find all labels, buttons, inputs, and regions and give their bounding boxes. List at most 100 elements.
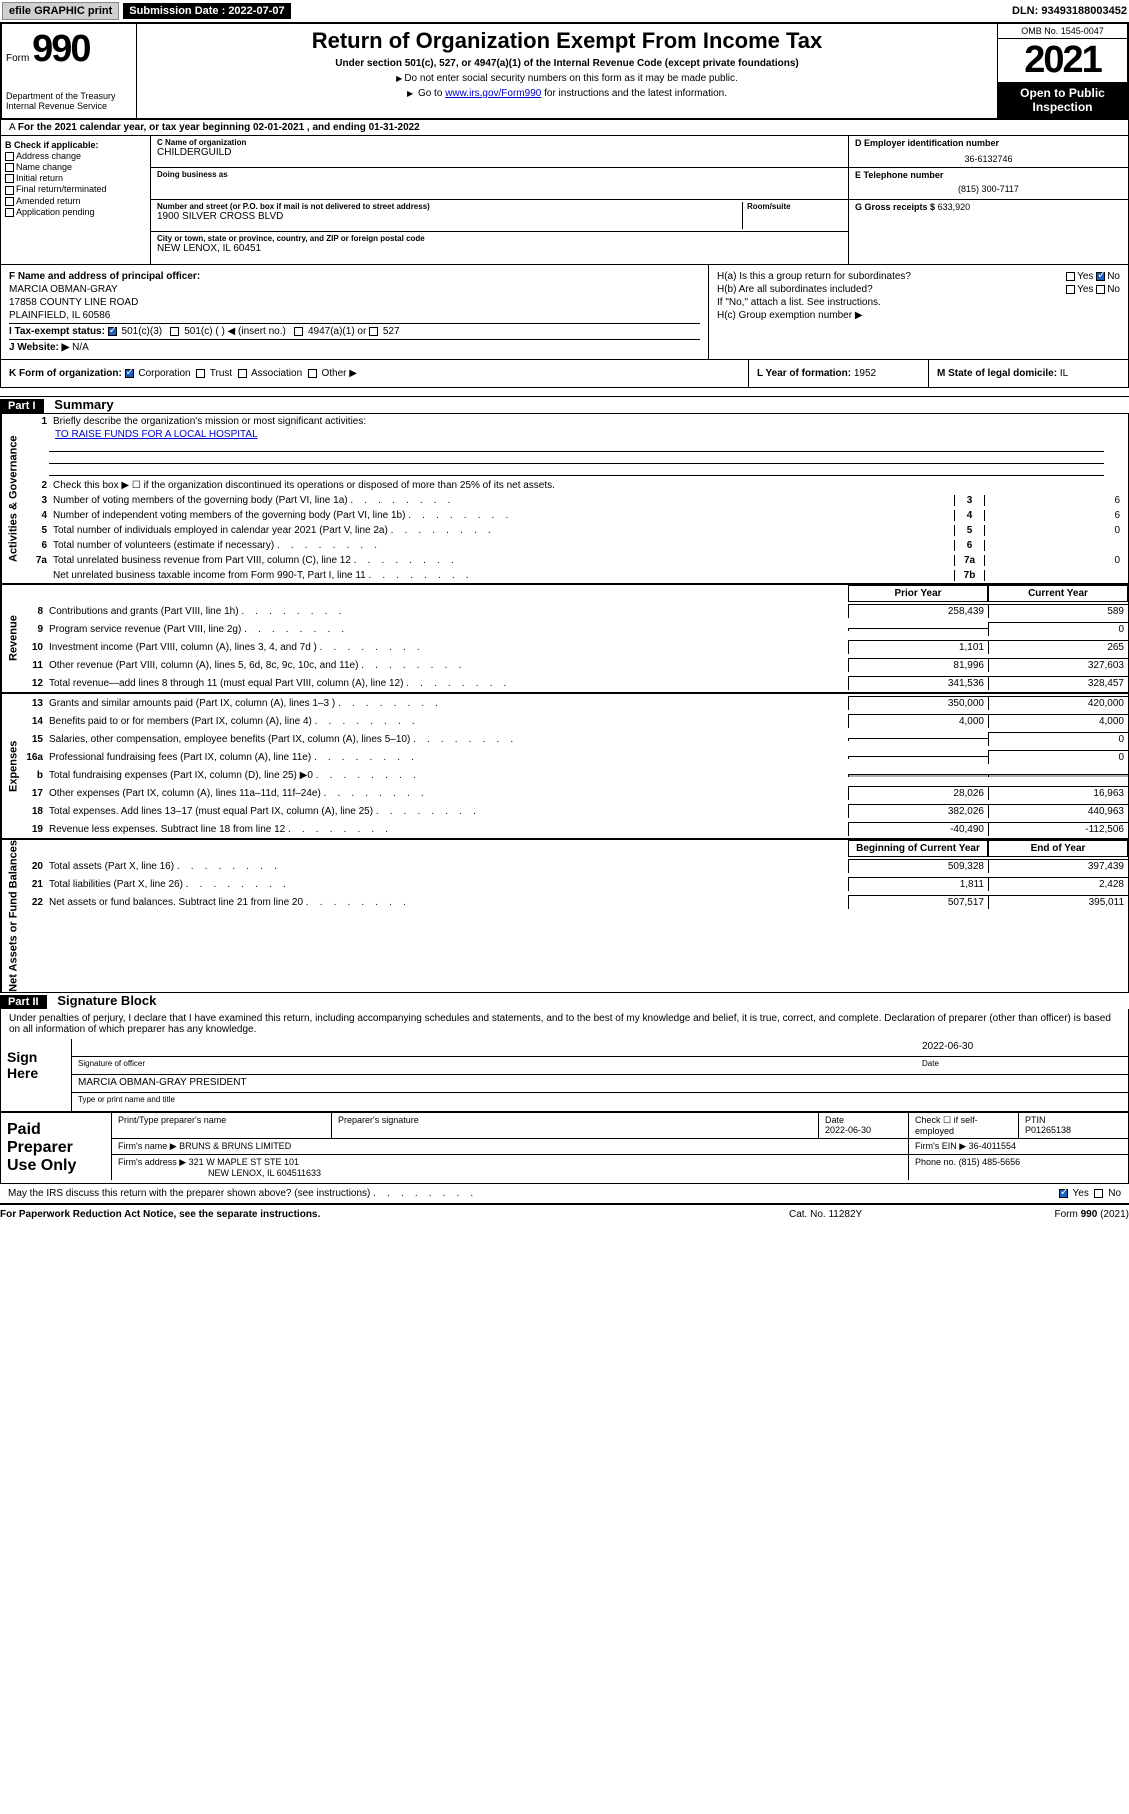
cb-4947[interactable] (294, 327, 303, 336)
ein-label: D Employer identification number (855, 138, 1122, 148)
prior-value: 382,026 (848, 804, 988, 818)
opt-527: 527 (383, 326, 400, 337)
cb-corp[interactable] (125, 369, 134, 378)
declaration-text: Under penalties of perjury, I declare th… (1, 1009, 1128, 1039)
prior-value (848, 738, 988, 741)
officer-addr1: 17858 COUNTY LINE ROAD (9, 297, 700, 308)
omb-number: OMB No. 1545-0047 (998, 24, 1127, 39)
section-fhij: F Name and address of principal officer:… (0, 265, 1129, 360)
row-text: Total revenue—add lines 8 through 11 (mu… (49, 678, 848, 689)
efile-button[interactable]: efile GRAPHIC print (2, 2, 119, 20)
officer-addr2: PLAINFIELD, IL 60586 (9, 310, 700, 321)
table-row: b Total fundraising expenses (Part IX, c… (25, 766, 1128, 784)
domicile-label: M State of legal domicile: (937, 368, 1057, 379)
prior-value: 350,000 (848, 696, 988, 710)
cb-501c[interactable] (170, 327, 179, 336)
paid-preparer: Paid Preparer Use Only Print/Type prepar… (0, 1112, 1129, 1184)
current-value: 265 (988, 640, 1128, 654)
cb-527[interactable] (369, 327, 378, 336)
form-word: Form (6, 53, 29, 64)
table-row: 18 Total expenses. Add lines 13–17 (must… (25, 802, 1128, 820)
table-row: 8 Contributions and grants (Part VIII, l… (25, 602, 1128, 620)
row-text: Grants and similar amounts paid (Part IX… (49, 698, 848, 709)
cb-discuss-no[interactable] (1094, 1189, 1103, 1198)
cb-name-change[interactable]: Name change (5, 162, 146, 172)
table-row: 22 Net assets or fund balances. Subtract… (25, 893, 1128, 911)
cb-hb-yes[interactable] (1066, 285, 1075, 294)
cb-final-return[interactable]: Final return/terminated (5, 184, 146, 194)
table-row: 19 Revenue less expenses. Subtract line … (25, 820, 1128, 838)
line1-text: Briefly describe the organization's miss… (53, 416, 1124, 427)
line6-value (984, 540, 1124, 551)
firm-ein: 36-4011554 (969, 1141, 1016, 1151)
cb-ha-no[interactable] (1096, 272, 1105, 281)
addr-label: Number and street (or P.O. box if mail i… (157, 202, 742, 211)
box-c: C Name of organization CHILDERGUILD Doin… (151, 136, 848, 264)
cb-application-pending[interactable]: Application pending (5, 207, 146, 217)
box-b: B Check if applicable: Address change Na… (1, 136, 151, 264)
part1-title: Summary (54, 397, 113, 412)
current-value: 420,000 (988, 696, 1128, 710)
prior-value: 4,000 (848, 714, 988, 728)
link-note: Go to www.irs.gov/Form990 for instructio… (145, 88, 989, 99)
prior-value (848, 756, 988, 759)
officer-label: F Name and address of principal officer: (9, 271, 200, 282)
current-value: 0 (988, 732, 1128, 746)
cb-initial-return[interactable]: Initial return (5, 173, 146, 183)
summary-governance: Activities & Governance 1Briefly describ… (0, 413, 1129, 584)
current-value: 328,457 (988, 676, 1128, 690)
firm-phone-label: Phone no. (915, 1157, 956, 1167)
officer-name: MARCIA OBMAN-GRAY (9, 284, 700, 295)
side-governance: Activities & Governance (1, 414, 25, 583)
cb-501c3[interactable] (108, 327, 117, 336)
prior-value: 1,811 (848, 877, 988, 891)
cb-trust[interactable] (196, 369, 205, 378)
row-text: Net assets or fund balances. Subtract li… (49, 897, 848, 908)
current-value: 0 (988, 750, 1128, 764)
telephone: (815) 300-7117 (855, 184, 1122, 194)
footer-left: For Paperwork Reduction Act Notice, see … (0, 1209, 789, 1220)
cb-address-change[interactable]: Address change (5, 151, 146, 161)
row-text: Professional fundraising fees (Part IX, … (49, 752, 848, 763)
line5-text: Total number of individuals employed in … (53, 525, 954, 536)
row-text: Total fundraising expenses (Part IX, col… (49, 770, 848, 781)
cb-discuss-yes[interactable] (1059, 1189, 1068, 1198)
org-name: CHILDERGUILD (157, 147, 842, 158)
website-value: N/A (72, 342, 89, 353)
cb-other[interactable] (308, 369, 317, 378)
side-netassets: Net Assets or Fund Balances (1, 840, 25, 992)
city-state-zip: NEW LENOX, IL 60451 (157, 243, 842, 254)
current-value: 327,603 (988, 658, 1128, 672)
footer-right: Form 990 (2021) (989, 1209, 1129, 1220)
prior-value: -40,490 (848, 822, 988, 836)
opt-4947: 4947(a)(1) or (308, 326, 366, 337)
cb-ha-yes[interactable] (1066, 272, 1075, 281)
cb-assoc[interactable] (238, 369, 247, 378)
line4-value: 6 (984, 510, 1124, 521)
hb-label: H(b) Are all subordinates included? (717, 284, 873, 295)
cb-hb-no[interactable] (1096, 285, 1105, 294)
prior-value: 28,026 (848, 786, 988, 800)
form-org-label: K Form of organization: (9, 368, 122, 379)
irs-link[interactable]: www.irs.gov/Form990 (445, 88, 541, 99)
box-b-title: B Check if applicable: (5, 140, 146, 150)
mission-text[interactable]: TO RAISE FUNDS FOR A LOCAL HOSPITAL (55, 429, 258, 440)
line-a-text: For the 2021 calendar year, or tax year … (18, 122, 420, 133)
website-label: J Website: ▶ (9, 342, 69, 353)
current-value: 2,428 (988, 877, 1128, 891)
cb-amended-return[interactable]: Amended return (5, 196, 146, 206)
side-expenses: Expenses (1, 694, 25, 838)
row-text: Benefits paid to or for members (Part IX… (49, 716, 848, 727)
table-row: 21 Total liabilities (Part X, line 26) 1… (25, 875, 1128, 893)
form-title: Return of Organization Exempt From Incom… (145, 28, 989, 54)
section-bcd: B Check if applicable: Address change Na… (0, 136, 1129, 265)
summary-revenue: Revenue Prior YearCurrent Year 8 Contrib… (0, 584, 1129, 693)
preparer-name-hdr: Print/Type preparer's name (111, 1113, 331, 1138)
current-value: -112,506 (988, 822, 1128, 836)
firm-addr2: NEW LENOX, IL 604511633 (208, 1168, 321, 1178)
ptin-value: P01265138 (1025, 1125, 1071, 1135)
part2-header: Part II (0, 995, 47, 1009)
table-row: 20 Total assets (Part X, line 16) 509,32… (25, 857, 1128, 875)
line6-text: Total number of volunteers (estimate if … (53, 540, 954, 551)
current-year-hdr: Current Year (988, 585, 1128, 602)
